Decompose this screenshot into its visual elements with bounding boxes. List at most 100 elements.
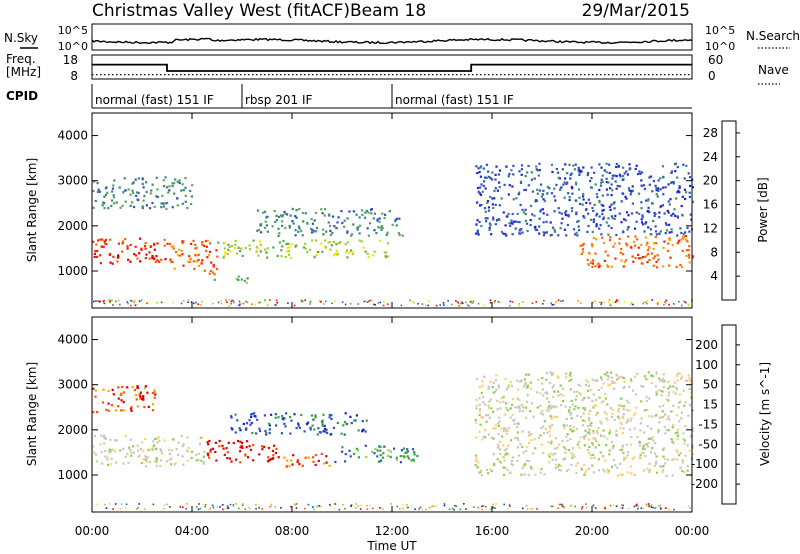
data-pixel xyxy=(559,227,562,230)
data-pixel xyxy=(600,233,603,236)
data-pixel xyxy=(644,222,647,225)
data-pixel xyxy=(559,188,562,191)
data-pixel xyxy=(535,165,538,168)
data-pixel xyxy=(505,388,508,391)
data-pixel xyxy=(594,507,597,509)
data-pixel xyxy=(607,217,610,220)
data-pixel xyxy=(332,254,336,257)
data-pixel xyxy=(519,232,522,235)
data-pixel xyxy=(295,209,298,212)
data-pixel xyxy=(513,418,516,422)
data-pixel xyxy=(302,246,305,249)
data-pixel xyxy=(325,300,327,303)
data-pixel xyxy=(555,183,558,186)
data-pixel xyxy=(376,218,379,221)
data-pixel xyxy=(621,446,624,449)
data-pixel xyxy=(605,188,608,191)
data-pixel xyxy=(645,300,648,303)
data-pixel xyxy=(478,413,481,417)
data-pixel xyxy=(338,242,341,245)
data-pixel xyxy=(492,391,495,394)
data-pixel xyxy=(581,248,584,251)
data-pixel xyxy=(510,384,513,387)
data-pixel xyxy=(600,422,603,425)
data-pixel xyxy=(300,413,303,417)
data-pixel xyxy=(614,381,617,384)
data-pixel xyxy=(584,383,587,387)
data-pixel xyxy=(206,441,209,444)
data-pixel xyxy=(627,187,631,190)
data-pixel xyxy=(205,245,208,248)
data-pixel xyxy=(522,301,524,303)
data-pixel xyxy=(621,507,624,509)
data-pixel xyxy=(592,220,595,224)
data-pixel xyxy=(564,177,567,180)
data-pixel xyxy=(483,304,486,307)
data-pixel xyxy=(476,219,479,222)
data-pixel xyxy=(476,186,480,190)
data-pixel xyxy=(516,220,519,224)
data-pixel xyxy=(668,418,671,421)
colorbar-tick-label: 200 xyxy=(695,338,718,352)
data-pixel xyxy=(521,430,524,433)
data-pixel xyxy=(130,406,133,409)
data-pixel xyxy=(463,503,465,505)
data-pixel xyxy=(566,223,569,227)
data-pixel xyxy=(492,381,495,384)
data-pixel xyxy=(529,223,532,227)
data-pixel xyxy=(276,254,279,257)
data-pixel xyxy=(378,445,381,448)
data-pixel xyxy=(526,229,529,233)
data-pixel xyxy=(622,408,625,411)
data-pixel xyxy=(654,385,657,388)
noise-panel-frame xyxy=(91,23,693,51)
data-pixel xyxy=(647,437,650,440)
data-pixel xyxy=(690,391,693,394)
data-pixel xyxy=(139,391,142,394)
data-pixel xyxy=(481,438,484,441)
data-pixel xyxy=(515,197,518,200)
data-pixel xyxy=(333,507,336,510)
data-pixel xyxy=(559,469,562,472)
data-pixel xyxy=(658,389,661,392)
data-pixel xyxy=(653,255,657,258)
data-pixel xyxy=(143,387,146,390)
data-pixel xyxy=(472,300,475,303)
data-pixel xyxy=(563,181,566,184)
data-pixel xyxy=(547,453,550,456)
data-pixel xyxy=(195,459,198,462)
data-pixel xyxy=(246,301,249,304)
data-pixel xyxy=(570,399,573,402)
data-pixel xyxy=(601,236,604,239)
data-pixel xyxy=(175,448,178,451)
data-pixel xyxy=(151,183,154,186)
data-pixel xyxy=(648,246,651,249)
data-pixel xyxy=(526,400,529,403)
data-pixel xyxy=(345,422,348,426)
data-pixel xyxy=(249,423,252,426)
data-pixel xyxy=(512,164,515,167)
data-pixel xyxy=(498,181,501,184)
beam-label: Beam 18 xyxy=(350,1,426,21)
data-pixel xyxy=(640,400,643,403)
frequency-line xyxy=(92,63,692,72)
data-pixel xyxy=(676,450,679,454)
data-pixel xyxy=(539,412,543,415)
data-pixel xyxy=(619,427,622,430)
data-pixel xyxy=(129,243,132,246)
data-pixel xyxy=(588,429,591,432)
data-pixel xyxy=(297,230,300,233)
data-pixel xyxy=(553,210,556,213)
data-pixel xyxy=(573,168,576,171)
data-pixel xyxy=(577,188,581,191)
data-pixel xyxy=(150,189,153,192)
data-pixel xyxy=(195,246,198,249)
data-pixel xyxy=(93,255,96,259)
data-pixel xyxy=(141,441,144,444)
data-pixel xyxy=(659,507,662,509)
data-pixel xyxy=(218,439,221,443)
x-tick-label: 00:00 xyxy=(675,524,710,538)
data-pixel xyxy=(591,443,594,447)
data-pixel xyxy=(107,409,110,412)
data-pixel xyxy=(615,300,617,302)
